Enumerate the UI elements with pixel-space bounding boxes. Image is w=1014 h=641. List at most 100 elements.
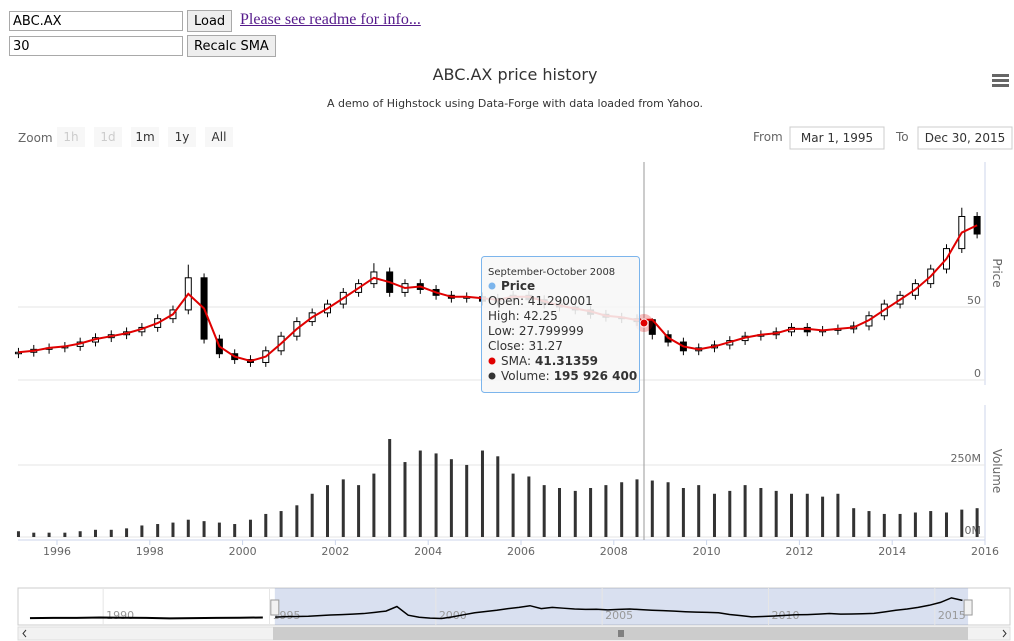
from-label: From [753, 130, 783, 144]
zoom-button-label: 1y [175, 130, 190, 144]
volume-bar [264, 513, 268, 537]
candle-body [973, 215, 981, 235]
volume-bar [465, 464, 469, 537]
from-input[interactable] [789, 126, 885, 150]
navigator-tick-label: 2005 [605, 609, 633, 622]
volume-bar [202, 521, 206, 537]
navigator-history [29, 616, 263, 620]
to-value: Dec 30, 2015 [925, 131, 1005, 145]
volume-bar [496, 456, 500, 537]
volume-bar [109, 529, 113, 537]
volume-bar [542, 485, 546, 537]
volume-bar [573, 490, 577, 537]
tooltip-series: Price [501, 279, 535, 293]
chart-subtitle: A demo of Highstock using Data-Forge wit… [327, 97, 703, 110]
zoom-button [94, 127, 122, 147]
zoom-button[interactable] [205, 127, 233, 147]
volume-bar [78, 531, 82, 537]
y2-axis-title: Volume [990, 449, 1004, 494]
navigator-line [275, 597, 963, 620]
volume-bar [403, 462, 407, 537]
volume-bar [666, 482, 670, 537]
volume-bar [805, 493, 809, 537]
volume-bar [140, 525, 144, 537]
volume-bar [341, 479, 345, 537]
volume-bar [186, 519, 190, 537]
volume-bar [929, 511, 933, 537]
volume-bar [449, 459, 453, 537]
x-tick-label: 2012 [785, 545, 813, 558]
volume-bar [681, 488, 685, 537]
volume-bar [16, 531, 20, 537]
zoom-button-label: 1d [100, 130, 115, 144]
volume-bar [697, 485, 701, 537]
x-tick-label: 1996 [43, 545, 71, 558]
readme-link[interactable]: Please see readme for info... [240, 11, 421, 28]
volume-bar [975, 508, 979, 537]
volume-bar [774, 490, 778, 537]
hover-point [639, 318, 649, 328]
y-axis-title: Price [990, 258, 1004, 287]
x-tick-label: 2008 [600, 545, 628, 558]
tooltip-sma-value: 41.31359 [535, 354, 598, 368]
zoom-button[interactable] [131, 127, 159, 147]
tooltip-date: September-October 2008 [488, 267, 615, 278]
volume-bar [527, 476, 531, 537]
y-tick-label: 0 [974, 367, 981, 380]
volume-bar [32, 532, 36, 537]
navigator-tick-label: 1995 [272, 609, 300, 622]
navigator-tick-label: 2015 [938, 609, 966, 622]
recalc-button[interactable]: Recalc SMA [187, 35, 276, 57]
volume-bar [325, 485, 329, 537]
volume-bar [480, 450, 484, 537]
navigator-tick-label: 2000 [439, 609, 467, 622]
menu-button[interactable] [992, 74, 1009, 87]
symbol-input[interactable] [9, 11, 183, 31]
zoom-button-label: 1h [63, 130, 78, 144]
navigator-handle[interactable] [270, 599, 280, 616]
volume-bar [357, 485, 361, 537]
x-tick-label: 2014 [878, 545, 906, 558]
zoom-label: Zoom [18, 131, 53, 145]
x-tick-label: 2000 [229, 545, 257, 558]
volume-bar [233, 524, 237, 537]
volume-bar [279, 511, 283, 537]
navigator-handle[interactable] [963, 599, 973, 616]
volume-bar [372, 473, 376, 537]
volume-bar [125, 528, 129, 537]
tooltip-high: High: 42.25 [488, 309, 558, 323]
tooltip-sma: SMA: 41.31359 [501, 354, 598, 368]
zoom-button-label: 1m [135, 130, 154, 144]
to-label: To [895, 130, 909, 144]
volume-bar [712, 493, 716, 537]
navigator-selection [274, 588, 969, 625]
sma-input[interactable] [9, 36, 183, 56]
volume-bar [589, 488, 593, 537]
to-input[interactable] [917, 126, 1013, 150]
zoom-button [57, 127, 85, 147]
volume-bar [93, 529, 97, 537]
zoom-button[interactable] [168, 127, 196, 147]
volume-bar [295, 505, 299, 537]
chart-title: ABC.AX price history [433, 65, 598, 84]
scrollbar[interactable] [17, 626, 1011, 641]
x-tick-label: 2002 [321, 545, 349, 558]
tooltip-close: Close: 31.27 [488, 339, 563, 353]
volume-bar [759, 488, 763, 537]
volume-bar [852, 508, 856, 537]
x-tick-label: 2016 [971, 545, 999, 558]
volume-bar [728, 490, 732, 537]
volume-bar [511, 473, 515, 537]
volume-bar [171, 522, 175, 537]
volume-bar [635, 479, 639, 537]
volume-bar [620, 482, 624, 537]
volume-bar [558, 488, 562, 537]
volume-bar [650, 480, 654, 537]
volume-bar [836, 493, 840, 537]
zoom-button-label: All [212, 130, 227, 144]
volume-bar [898, 513, 902, 537]
volume-bar [604, 485, 608, 537]
load-button[interactable]: Load [187, 10, 233, 32]
